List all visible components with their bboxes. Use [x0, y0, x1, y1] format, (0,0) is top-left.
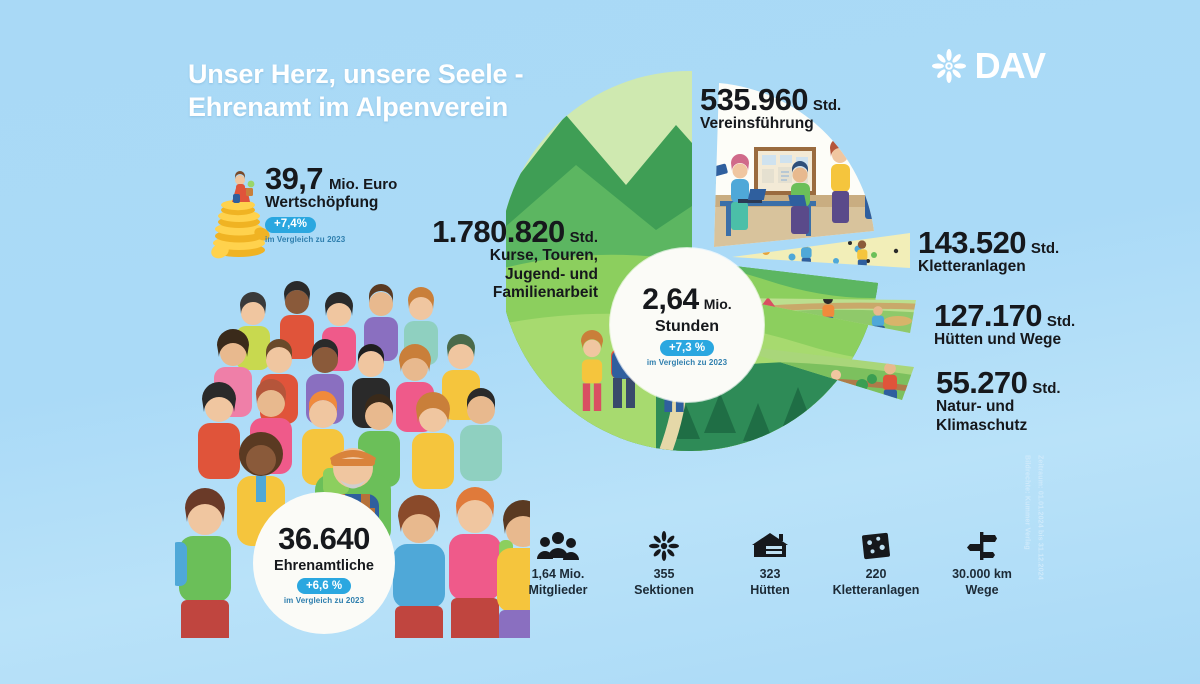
segment-name: Natur- und Klimaschutz: [936, 398, 1028, 434]
value-creation-label: Wertschöpfung: [265, 194, 379, 211]
members-icon: [505, 528, 611, 564]
edelweiss-icon: [931, 49, 966, 83]
center-unit: Mio.: [703, 296, 732, 312]
volunteers-label: Ehrenamtliche: [274, 558, 374, 574]
segment-name: Kletteranlagen: [918, 258, 1026, 275]
value-creation-unit: Mio. Euro: [328, 176, 398, 193]
fact-huetten-text: 323 Hütten: [750, 567, 790, 597]
segment-number: 1.780.820: [432, 214, 565, 249]
value-creation-number: 39,7: [265, 161, 324, 196]
fact-wege-text: 30.000 km Wege: [952, 567, 1012, 597]
center-badge: +7,3 %: [659, 340, 715, 356]
segment-label-kletteranlagen: 143.520 Std. Kletteranlagen: [918, 227, 1059, 277]
fact-mitglieder: 1,64 Mio. Mitglieder: [505, 528, 611, 598]
segment-number: 535.960: [700, 82, 808, 117]
volunteers-badge: +6,6 %: [296, 578, 352, 594]
segment-label-natur-klimaschutz: 55.270 Std. Natur- und Klimaschutz: [936, 367, 1061, 435]
segment-name: Kurse, Touren, Jugend- und Familienarbei…: [489, 247, 598, 302]
climbing-hold-icon: [823, 528, 929, 564]
coins-illustration: [211, 171, 270, 259]
segment-unit: Std.: [1032, 380, 1061, 397]
fact-kletteranlagen: 220 Kletteranlagen: [823, 528, 929, 598]
volunteers-stat: 36.640 Ehrenamtliche +6,6 % im Vergleich…: [253, 492, 395, 634]
page-title: Unser Herz, unsere Seele - Ehrenamt im A…: [188, 59, 524, 122]
segment-number: 55.270: [936, 365, 1028, 400]
segment-number: 127.170: [934, 298, 1042, 333]
segment-label-huetten-wege: 127.170 Std. Hütten und Wege: [934, 300, 1075, 350]
center-badge-note: im Vergleich zu 2023: [646, 358, 728, 367]
dav-logo: DAV: [931, 45, 1046, 86]
value-creation-stat: 39,7 Mio. Euro Wertschöpfung +7,4% im Ve…: [265, 163, 495, 244]
hut-icon: [717, 528, 823, 564]
fact-sektionen-text: 355 Sektionen: [634, 567, 694, 597]
segment-name: Hütten und Wege: [934, 331, 1062, 348]
value-creation-badge-note: im Vergleich zu 2023: [265, 234, 346, 244]
fact-wege: 30.000 km Wege: [929, 528, 1035, 598]
dav-logo-text: DAV: [974, 45, 1046, 86]
credit-text: Zeitraum: 01.01.2024 bis 31.12.2024 Bild…: [1023, 455, 1044, 580]
volunteers-number: 36.640: [278, 521, 370, 556]
edelweiss-icon: [611, 528, 717, 564]
segment-name: Vereinsführung: [700, 115, 814, 132]
center-label: Stunden: [655, 318, 719, 335]
fact-sektionen: 355 Sektionen: [611, 528, 717, 598]
center-number: 2,64: [642, 283, 699, 316]
segment-unit: Std.: [1046, 313, 1076, 330]
fact-huetten: 323 Hütten: [717, 528, 823, 598]
segment-label-vereinsfuehrung: 535.960 Std. Vereinsführung: [700, 84, 841, 134]
segment-number: 143.520: [918, 225, 1026, 260]
fact-kletteranlagen-text: 220 Kletteranlagen: [832, 567, 920, 597]
volunteers-badge-note: im Vergleich zu 2023: [283, 596, 365, 605]
segment-unit: Std.: [812, 97, 842, 114]
segment-label-kurse-touren: 1.780.820 Std. Kurse, Touren, Jugend- un…: [413, 216, 598, 303]
fact-mitglieder-text: 1,64 Mio. Mitglieder: [528, 567, 588, 597]
facts-row: 1,64 Mio. Mitglieder 355 Sektionen: [505, 528, 1035, 598]
value-creation-badge: +7,4%: [265, 216, 316, 233]
center-total: 2,64 Mio. Stunden +7,3 % im Vergleich zu…: [610, 248, 764, 402]
signpost-icon: [929, 528, 1035, 564]
segment-unit: Std.: [569, 229, 598, 246]
segment-unit: Std.: [1030, 240, 1060, 257]
